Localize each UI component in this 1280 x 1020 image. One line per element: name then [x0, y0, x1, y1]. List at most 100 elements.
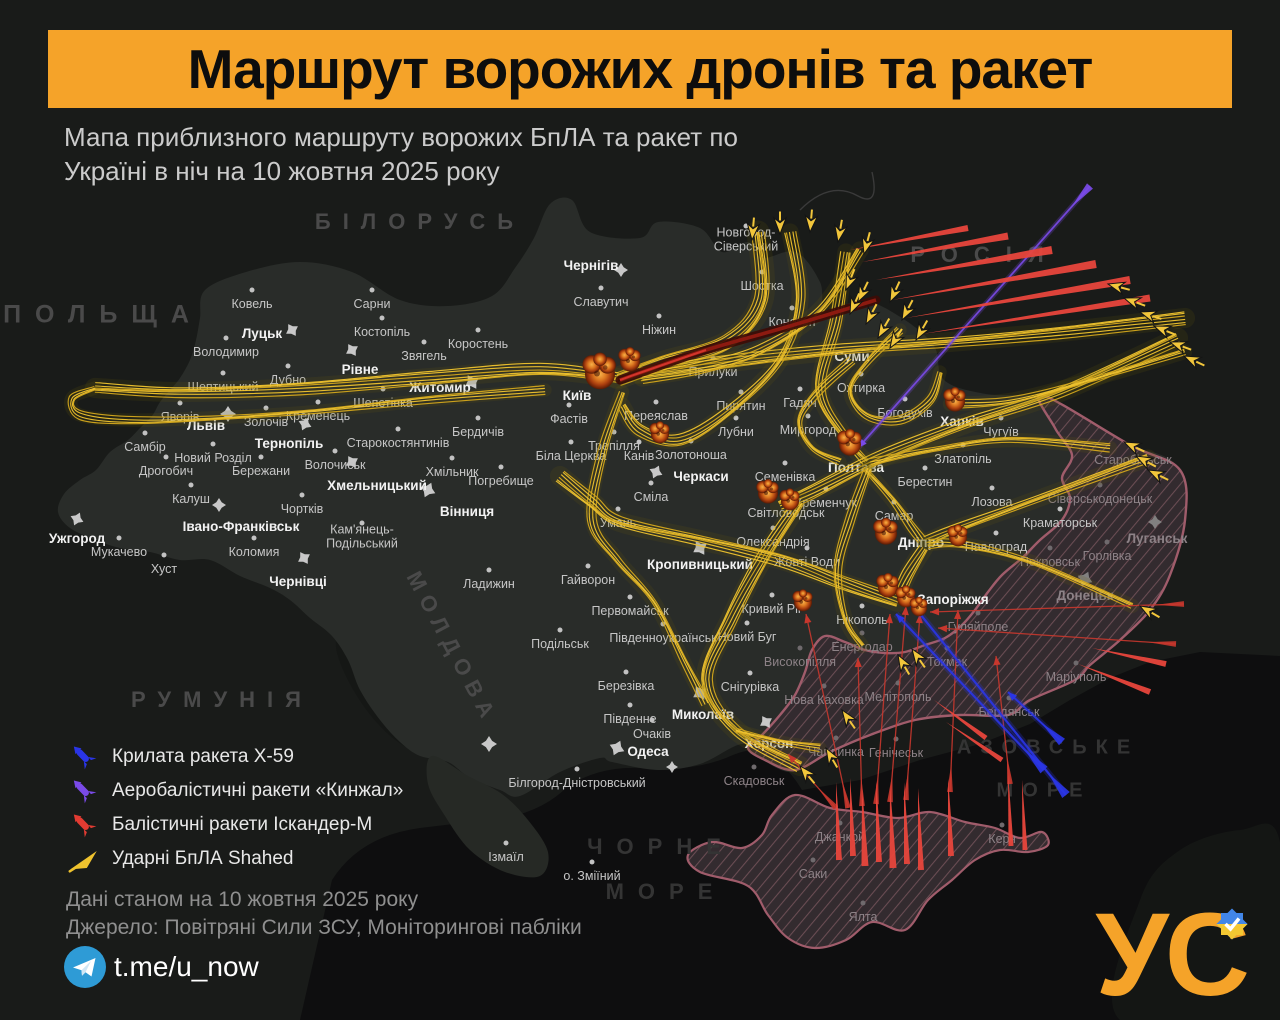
city-label: Вінниця — [439, 504, 495, 520]
city-label: Енергодар — [831, 639, 893, 654]
missile-icon — [73, 814, 97, 838]
city-label: Ладижин — [463, 576, 515, 591]
city-label: Дрогобич — [138, 463, 194, 478]
subtitle-line-2: Україні в ніч на 10 жовтня 2025 року — [64, 156, 500, 187]
city-label: Костопіль — [353, 324, 411, 339]
city-label: Хуст — [150, 561, 178, 576]
telegram-link[interactable]: t.me/u_now — [64, 946, 259, 988]
country-label: АЗОВСЬКЕ — [956, 736, 1140, 759]
city-label: Семенівка — [754, 469, 816, 484]
city-label: Мукачево — [90, 544, 148, 559]
city-label: Сіверськодонецьк — [1047, 491, 1153, 506]
city-dot — [922, 465, 928, 471]
city-dot — [783, 496, 789, 502]
city-dot — [220, 370, 226, 376]
city-dot — [421, 339, 427, 345]
city-label: Краматорськ — [1022, 515, 1098, 530]
city-label: Високопілля — [763, 654, 837, 669]
city-dot — [804, 545, 810, 551]
city-dot — [1057, 506, 1063, 512]
city-label: Саки — [798, 866, 828, 881]
city-label: Черкаси — [673, 469, 729, 485]
city-label: Скадовськ — [723, 773, 785, 788]
city-label: Маріуполь — [1045, 669, 1107, 684]
telegram-handle: t.me/u_now — [114, 951, 259, 982]
city-dot — [557, 627, 563, 633]
city-label: Дніпро — [897, 535, 945, 551]
footer-data-date: Дані станом на 10 жовтня 2025 року — [66, 888, 419, 911]
missile-icon — [73, 746, 97, 770]
city-dot — [568, 439, 574, 445]
city-label: Березівка — [597, 678, 655, 693]
city-label: Самбір — [124, 439, 166, 454]
telegram-icon — [64, 946, 106, 988]
city-dot — [999, 822, 1005, 828]
legend-label: Аеробалістичні ракети «Кинжал» — [112, 780, 404, 801]
city-label: Прилуки — [688, 364, 738, 379]
city-label: Донецьк — [1056, 588, 1114, 604]
legend-item-x59: Крилата ракета Х-59 — [66, 740, 403, 774]
city-dot — [636, 439, 642, 445]
city-dot — [1006, 695, 1012, 701]
city-dot — [177, 400, 183, 406]
city-dot — [710, 355, 716, 361]
city-dot — [299, 492, 305, 498]
city-label: Гайворон — [560, 572, 616, 587]
city-label: Первомайськ — [591, 603, 669, 618]
city-label: Канів — [623, 448, 655, 463]
country-label: РОСІЯ — [910, 242, 1060, 267]
city-label: Білгород-Дністровський — [508, 775, 646, 790]
city-label: Олександрія — [736, 534, 810, 549]
city-dot — [589, 859, 595, 865]
city-dot — [623, 669, 629, 675]
city-dot — [975, 610, 981, 616]
city-label: Калуш — [172, 491, 210, 506]
city-label: Новгород- Сіверський — [713, 225, 779, 254]
legend-item-shahed: Ударні БпЛА Shahed — [66, 842, 403, 876]
city-label: Володимир — [193, 344, 259, 359]
city-dot — [251, 535, 257, 541]
city-label: Токмак — [926, 654, 968, 669]
city-dot — [837, 820, 843, 826]
city-label: Переяслав — [624, 408, 688, 423]
city-dot — [993, 530, 999, 536]
city-label: Фастів — [550, 411, 588, 426]
city-dot — [142, 430, 148, 436]
city-label: Кам'янець- Подільський — [326, 522, 398, 551]
city-dot — [249, 287, 255, 293]
city-dot — [315, 399, 321, 405]
city-label: Золотоноша — [655, 447, 727, 462]
brand-logo: УС — [1095, 896, 1250, 1014]
city-label: Звягель — [401, 348, 447, 363]
city-label: Берестин — [897, 474, 953, 489]
city-dot — [263, 405, 269, 411]
city-dot — [891, 499, 897, 505]
city-dot — [1047, 545, 1053, 551]
city-dot — [743, 223, 749, 229]
city-label: Львів — [186, 418, 226, 434]
city-label: Суми — [834, 349, 870, 365]
city-dot — [188, 482, 194, 488]
city-dot — [611, 429, 617, 435]
city-dot — [574, 766, 580, 772]
city-dot — [998, 415, 1004, 421]
city-label: Нікополь — [836, 612, 888, 627]
city-label: Бережани — [231, 463, 291, 478]
legend-item-kinzhal: Аеробалістичні ракети «Кинжал» — [66, 774, 403, 808]
city-dot — [960, 442, 966, 448]
city-dot — [688, 438, 694, 444]
city-label: Старокостянтинів — [346, 435, 450, 450]
city-label: Шостка — [740, 278, 784, 293]
city-dot — [738, 389, 744, 395]
city-dot — [1097, 482, 1103, 488]
legend-item-iskander: Балістичні ракети Іскандер-М — [66, 808, 403, 842]
city-dot — [285, 363, 291, 369]
city-label: Бердичів — [451, 424, 505, 439]
city-dot — [163, 454, 169, 460]
verified-badge-icon — [1216, 908, 1248, 940]
country-label: РУМУНІЯ — [131, 687, 313, 712]
country-label: МОРЕ — [605, 879, 727, 904]
city-dot — [858, 371, 864, 377]
city-label: Умань — [599, 515, 637, 530]
